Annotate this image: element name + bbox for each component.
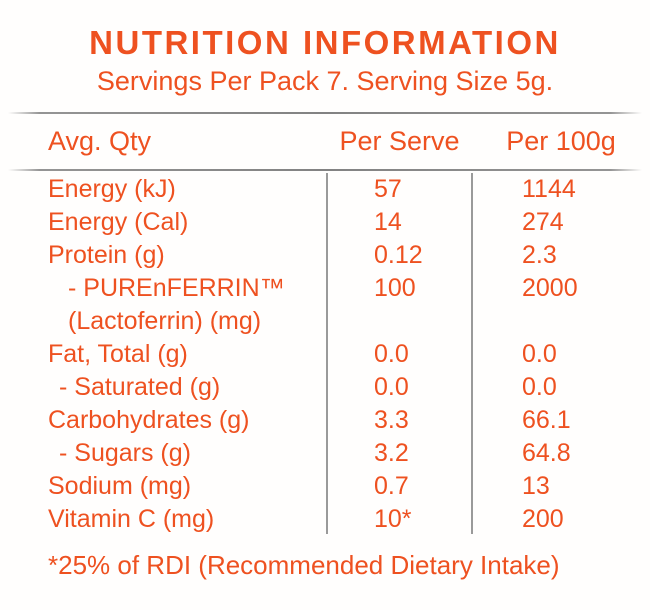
table-row: Energy (kJ) 57 1144 <box>0 173 650 206</box>
per-serve-value: 3.3 <box>374 406 409 434</box>
top-divider <box>8 112 642 114</box>
header-divider <box>8 169 642 171</box>
nutrient-label: - PUREnFERRIN™ <box>68 274 285 302</box>
nutrient-label: - Saturated (g) <box>59 373 221 401</box>
per-serve-value: 0.12 <box>374 241 423 269</box>
nutrient-label: Energy (Cal) <box>48 208 189 236</box>
table-row: Vitamin C (mg) 10* 200 <box>0 503 650 536</box>
nutrient-label: (Lactoferrin) (mg) <box>68 307 262 335</box>
per-100g-value: 13 <box>522 472 550 500</box>
rdi-footnote: *25% of RDI (Recommended Dietary Intake) <box>48 550 560 580</box>
column-header-per-100g: Per 100g <box>506 126 616 156</box>
table-row: - Saturated (g) 0.0 0.0 <box>0 371 650 404</box>
per-serve-value: 57 <box>374 175 402 203</box>
table-row: Energy (Cal) 14 274 <box>0 206 650 239</box>
table-header-row: Avg. Qty Per Serve Per 100g <box>0 114 650 169</box>
table-row: - PUREnFERRIN™ 100 2000 <box>0 272 650 305</box>
per-100g-value: 0.0 <box>522 373 557 401</box>
per-100g-value: 64.8 <box>522 439 571 467</box>
column-header-per-serve: Per Serve <box>339 126 460 156</box>
panel-subtitle: Servings Per Pack 7. Serving Size 5g. <box>96 66 554 96</box>
nutrition-table-body: Energy (kJ) 57 1144 Energy (Cal) 14 274 … <box>0 171 650 536</box>
table-row: Carbohydrates (g) 3.3 66.1 <box>0 404 650 437</box>
nutrient-label: Sodium (mg) <box>48 472 192 500</box>
per-serve-value: 3.2 <box>374 439 409 467</box>
table-row: Sodium (mg) 0.7 13 <box>0 470 650 503</box>
table-row: Fat, Total (g) 0.0 0.0 <box>0 338 650 371</box>
nutrient-label: Protein (g) <box>48 241 165 269</box>
per-100g-value: 1144 <box>522 175 576 203</box>
nutrient-label: Fat, Total (g) <box>48 340 188 368</box>
nutrient-label: Vitamin C (mg) <box>48 505 215 533</box>
per-100g-value: 274 <box>522 208 564 236</box>
column-divider-left <box>326 173 328 534</box>
per-100g-value: 200 <box>522 505 564 533</box>
per-serve-value: 0.0 <box>374 340 409 368</box>
panel-title: NUTRITION INFORMATION <box>89 24 561 61</box>
per-100g-value: 0.0 <box>522 340 557 368</box>
nutrient-label: Energy (kJ) <box>48 175 176 203</box>
column-divider-right <box>471 173 473 534</box>
per-100g-value: 2000 <box>522 274 578 302</box>
per-serve-value: 100 <box>374 274 416 302</box>
nutrient-label: Carbohydrates (g) <box>48 406 250 434</box>
per-serve-value: 14 <box>374 208 402 236</box>
per-serve-value: 0.7 <box>374 472 409 500</box>
per-100g-value: 2.3 <box>522 241 557 269</box>
table-row: (Lactoferrin) (mg) <box>0 305 650 338</box>
table-row: Protein (g) 0.12 2.3 <box>0 239 650 272</box>
table-row: - Sugars (g) 3.2 64.8 <box>0 437 650 470</box>
column-header-avg-qty: Avg. Qty <box>48 126 152 156</box>
per-serve-value: 0.0 <box>374 373 409 401</box>
per-100g-value: 66.1 <box>522 406 571 434</box>
per-serve-value: 10* <box>374 505 412 533</box>
nutrient-label: - Sugars (g) <box>59 439 191 467</box>
